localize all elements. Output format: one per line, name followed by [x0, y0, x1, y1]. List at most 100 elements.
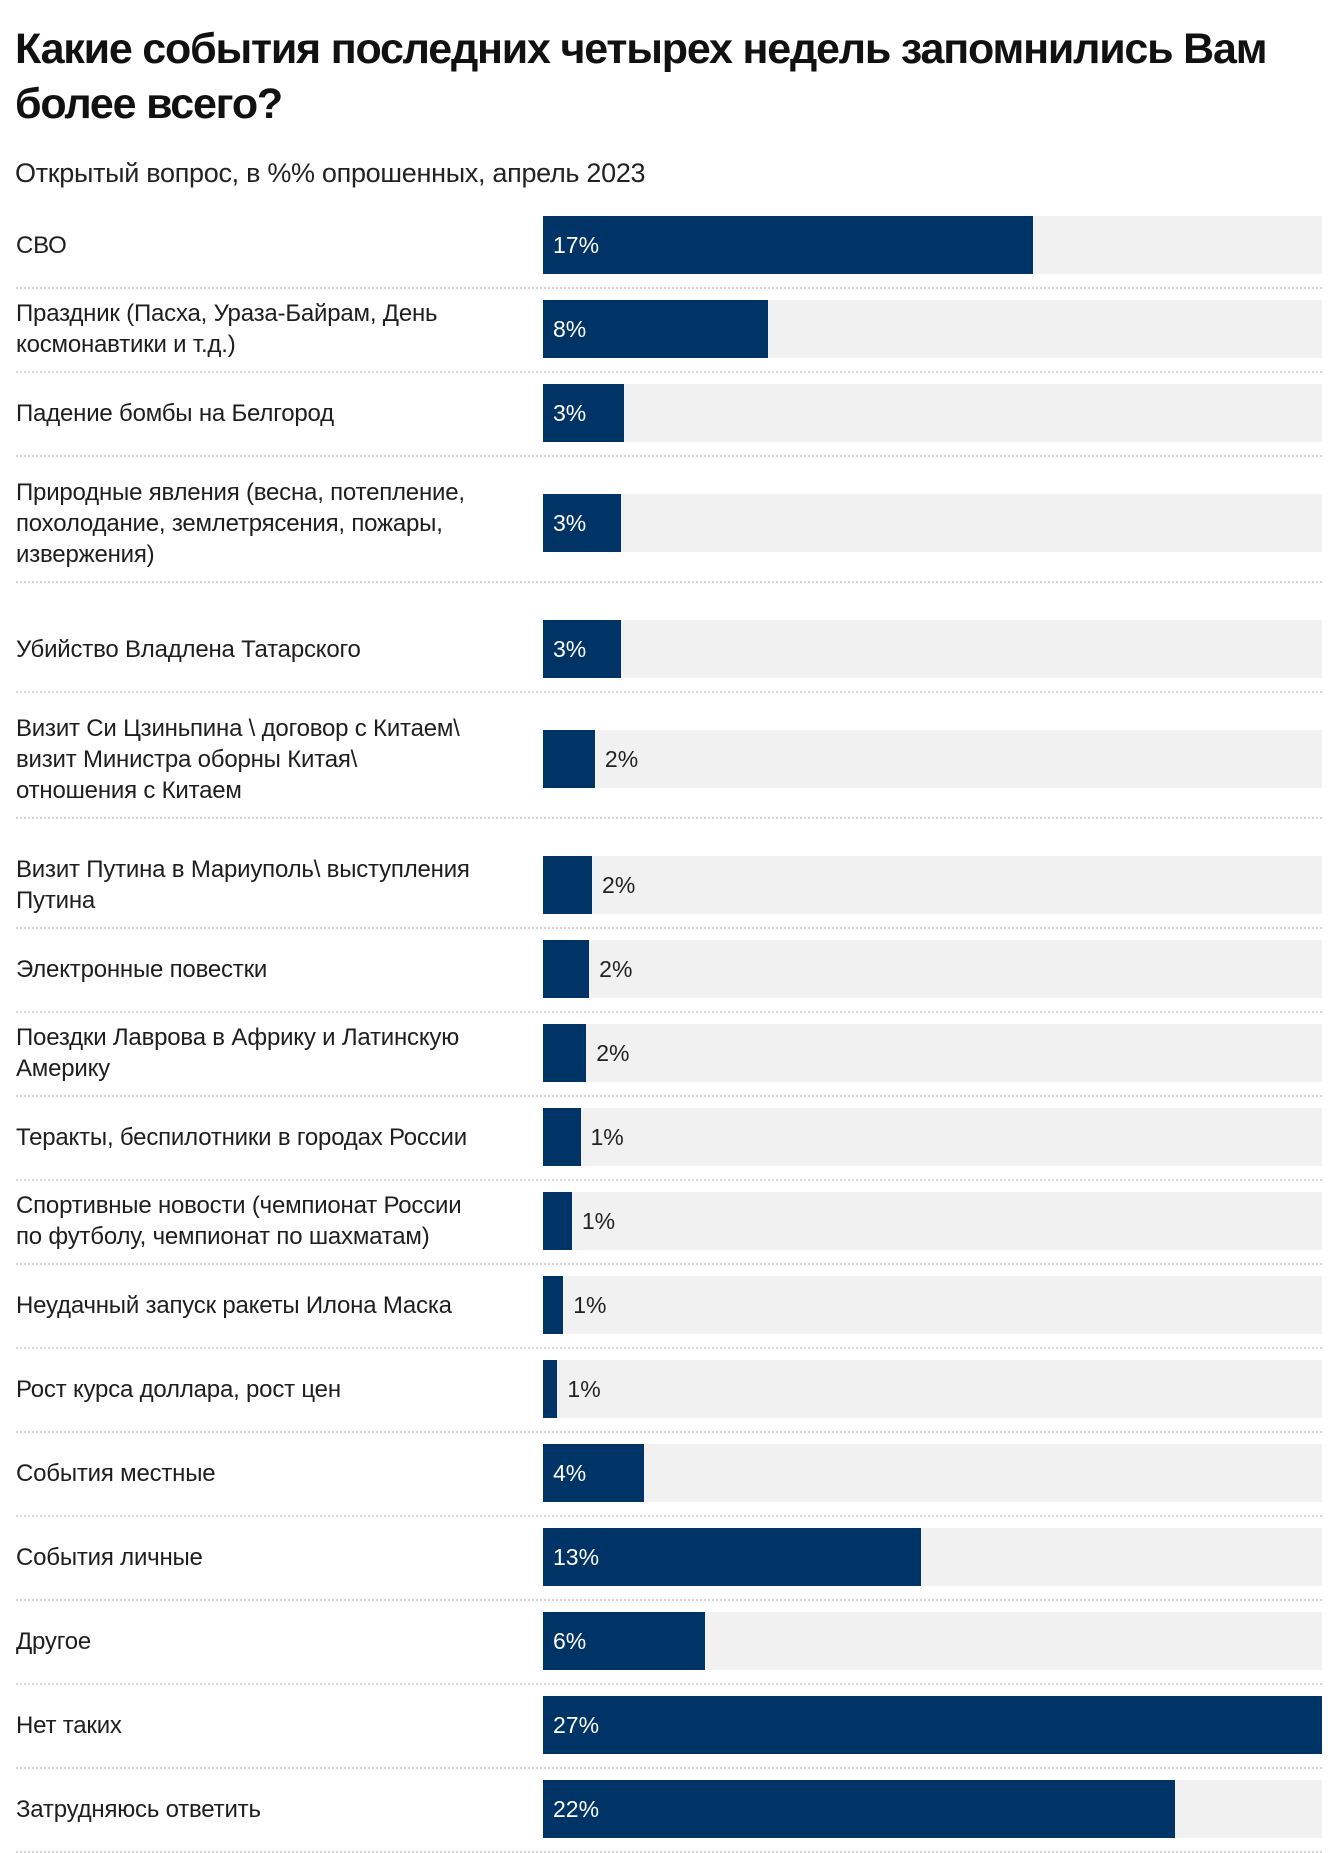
bar [543, 1276, 564, 1334]
bar-track [543, 1360, 1322, 1418]
row-separator [16, 1263, 1322, 1265]
row-separator [16, 581, 1322, 583]
bar-track [543, 1108, 1322, 1166]
bar-value-label: 3% [553, 636, 587, 662]
row-separator [16, 1011, 1322, 1013]
bar-value-label: 2% [599, 956, 633, 982]
row-separator [16, 1179, 1322, 1181]
row-separator [16, 287, 1322, 289]
category-label-line: Визит Си Цзиньпина \ договор с Китаем\ [16, 714, 460, 742]
row-separator [16, 1515, 1322, 1517]
category-label: Неудачный запуск ракеты Илона Маска [16, 1290, 536, 1321]
bar [543, 620, 621, 678]
bar [543, 216, 1034, 274]
category-label-line: отношения с Китаем [16, 776, 242, 804]
bar-value-label: 3% [553, 400, 587, 426]
bar [543, 1444, 644, 1502]
category-label-line: Падение бомбы на Белгород [16, 399, 334, 427]
category-label-line: Визит Путина в Мариуполь\ выступления [16, 856, 470, 883]
bar-value-label: 17% [553, 232, 600, 258]
category-label: Электронные повестки [16, 954, 536, 985]
bar-value-label: 1% [590, 1124, 624, 1150]
category-label-line: Теракты, беспилотники в городах России [16, 1123, 467, 1151]
bar-value-label: 1% [573, 1292, 607, 1318]
category-label-line: События местные [16, 1459, 216, 1487]
category-label-line: Праздник (Пасха, Ураза-Байрам, День [16, 300, 438, 327]
bar-value-label: 8% [553, 316, 587, 342]
bar [543, 1528, 921, 1586]
bar-track [543, 1444, 1322, 1502]
category-label-line: по футболу, чемпионат по шахматам) [16, 1223, 430, 1250]
category-label-line: Природные явления (весна, потепление, [16, 478, 465, 506]
category-label-line: СВО [16, 231, 67, 259]
category-label: Теракты, беспилотники в городах России [16, 1122, 536, 1153]
bar-value-label: 1% [567, 1376, 601, 1402]
category-label-line: извержения) [16, 540, 155, 568]
bar [543, 494, 621, 552]
category-label: Нет таких [16, 1710, 536, 1741]
bar-value-label: 22% [553, 1796, 600, 1822]
category-label-line: Нет таких [16, 1711, 122, 1739]
category-label: СВО [16, 230, 536, 261]
category-label: Затрудняюсь ответить [16, 1794, 536, 1825]
category-label-line: Спортивные новости (чемпионат России [16, 1192, 462, 1219]
category-label-line: Другое [16, 1627, 92, 1655]
category-label: Праздник (Пасха, Ураза-Байрам, День космо… [16, 298, 536, 360]
bar [543, 1192, 572, 1250]
bar [543, 300, 769, 358]
bar-track [543, 494, 1322, 552]
bar-value-label: 1% [581, 1208, 616, 1234]
bar-track [543, 384, 1322, 442]
row-separator [16, 1095, 1322, 1097]
bar-track [543, 1024, 1322, 1082]
chart-subtitle: Открытый вопрос, в %% опрошенных, апрель… [15, 158, 646, 188]
bar-chart: 17% СВО 8% Праздник (Пасха, Ураза-Байрам, Д… [16, 216, 1322, 1853]
bar [543, 1780, 1175, 1838]
bar [543, 1696, 1322, 1754]
category-label: Рост курса доллара, рост цен [16, 1374, 536, 1405]
category-label-line: Рост курса доллара, рост цен [16, 1375, 341, 1403]
row-separator [16, 927, 1322, 929]
bar-value-label: 3% [553, 510, 587, 536]
row-separator [16, 1683, 1322, 1685]
category-label: События личные [16, 1542, 536, 1573]
row-separator [16, 691, 1322, 693]
bar-value-label: 27% [553, 1712, 600, 1738]
category-label-line: Поездки Лаврова в Африку и Латинскую [16, 1024, 460, 1051]
bar-track [543, 856, 1322, 914]
bar-track [543, 620, 1322, 678]
category-label-line: похолодание, землетрясения, пожары, [16, 509, 443, 537]
row-separator [16, 455, 1322, 457]
category-label: Визит Си Цзиньпина \ договор с Китаем\ ви… [16, 713, 536, 806]
bar [543, 1612, 705, 1670]
bar-value-label: 4% [553, 1460, 587, 1486]
category-label-line: Америку [16, 1055, 110, 1082]
row-separator [16, 371, 1322, 373]
category-label-line: космонавтики и т.д.) [16, 331, 236, 358]
category-label: Убийство Владлена Татарского [16, 634, 536, 665]
bar-value-label: 6% [553, 1628, 587, 1654]
category-label: Визит Путина в Мариуполь\ выступления Пут… [16, 854, 536, 916]
bar [543, 1024, 587, 1082]
category-label: События местные [16, 1458, 536, 1489]
category-label-line: визит Министра оборны Китая\ [16, 745, 358, 773]
bar-value-label: 2% [602, 872, 636, 898]
bar-track [543, 940, 1322, 998]
row-separator [16, 1767, 1322, 1769]
chart-title: Какие события последних четырех недель з… [15, 25, 1268, 128]
category-label: Природные явления (весна, потепление, пох… [16, 477, 536, 570]
row-separator [16, 1431, 1322, 1433]
bar [543, 384, 624, 442]
bar-track [543, 730, 1322, 788]
category-label-line: Неудачный запуск ракеты Илона Маска [16, 1291, 452, 1319]
bar-track [543, 1276, 1322, 1334]
category-label-line: События личные [16, 1543, 203, 1571]
category-label: Поездки Лаврова в Африку и Латинскую Амер… [16, 1022, 536, 1084]
bar-value-label: 2% [604, 746, 639, 772]
bar-value-label: 2% [596, 1040, 630, 1066]
bar-value-label: 13% [553, 1544, 600, 1570]
bar [543, 856, 593, 914]
category-label: Другое [16, 1626, 536, 1657]
row-separator [16, 1347, 1322, 1349]
category-label: Падение бомбы на Белгород [16, 398, 536, 429]
